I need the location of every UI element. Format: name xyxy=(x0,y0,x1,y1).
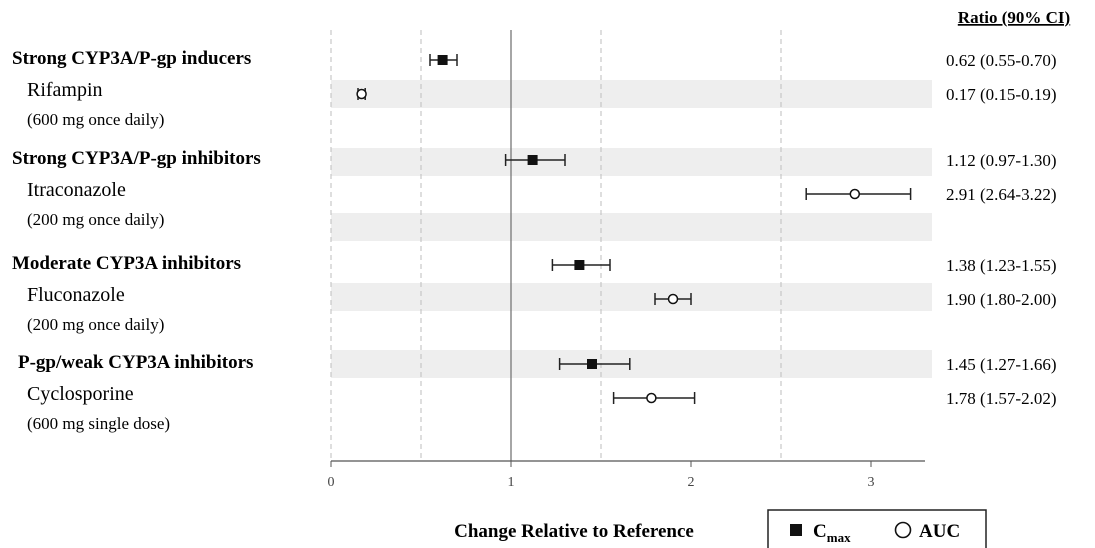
gridlines xyxy=(330,30,782,461)
cmax-point xyxy=(587,359,597,369)
legend-cmax-sub: max xyxy=(827,530,851,545)
cmax-ratio-label: 1.45 (1.27-1.66) xyxy=(946,355,1056,374)
x-axis: 0 1 2 3 xyxy=(328,460,925,490)
cmax-point xyxy=(437,55,448,65)
row-bands xyxy=(331,80,932,378)
cmax-point xyxy=(527,155,538,165)
ratio-column: 0.62 (0.55-0.70) 0.17 (0.15-0.19) 1.12 (0.… xyxy=(946,51,1056,408)
group-title: Strong CYP3A/P-gp inhibitors xyxy=(12,148,261,169)
legend-cmax-main: C xyxy=(813,521,827,542)
drug-dose: (200 mg once daily) xyxy=(27,210,164,229)
row-band xyxy=(331,80,932,108)
cmax-ratio-label: 1.38 (1.23-1.55) xyxy=(946,256,1056,275)
legend-auc-marker xyxy=(894,521,912,539)
data-marks xyxy=(356,54,912,404)
auc-point xyxy=(667,293,679,305)
row-band xyxy=(331,350,932,378)
cmax-ratio-label: 1.12 (0.97-1.30) xyxy=(946,151,1056,170)
group-title: P-gp/weak CYP3A inhibitors xyxy=(18,352,253,373)
auc-point xyxy=(849,188,861,200)
auc-point xyxy=(646,392,657,404)
legend-cmax-marker xyxy=(790,524,802,536)
drug-name: Fluconazole xyxy=(27,284,125,306)
legend-auc-label: AUC xyxy=(919,521,960,542)
auc-ratio-label: 1.90 (1.80-2.00) xyxy=(946,290,1056,309)
row-band xyxy=(331,283,932,311)
drug-name: Rifampin xyxy=(27,79,103,101)
legend: Cmax AUC xyxy=(767,509,987,548)
cmax-ratio-label: 0.62 (0.55-0.70) xyxy=(946,51,1056,70)
group-title: Moderate CYP3A inhibitors xyxy=(12,253,241,274)
row-band xyxy=(331,148,932,176)
auc-ratio-label: 2.91 (2.64-3.22) xyxy=(946,185,1056,204)
drug-name: Cyclosporine xyxy=(27,383,134,405)
x-tick-label: 3 xyxy=(868,475,875,490)
drug-name: Itraconazole xyxy=(27,179,126,201)
auc-ratio-label: 0.17 (0.15-0.19) xyxy=(946,85,1056,104)
row-labels: Strong CYP3A/P-gp inducers Rifampin (600 m… xyxy=(12,48,261,433)
x-axis-label: Change Relative to Reference xyxy=(454,521,694,542)
group-title: Strong CYP3A/P-gp inducers xyxy=(12,48,251,69)
auc-ratio-label: 1.78 (1.57-2.02) xyxy=(946,389,1056,408)
drug-dose: (600 mg once daily) xyxy=(27,110,164,129)
drug-dose: (200 mg once daily) xyxy=(27,315,164,334)
legend-cmax-label: Cmax xyxy=(813,521,851,545)
row-band xyxy=(331,213,932,241)
auc-point xyxy=(356,88,367,100)
x-tick-label: 2 xyxy=(688,475,695,490)
x-tick-label: 1 xyxy=(508,475,515,490)
legend-box xyxy=(767,509,987,548)
ratio-header: Ratio (90% CI) xyxy=(958,8,1070,27)
cmax-point xyxy=(574,260,585,270)
x-tick-label: 0 xyxy=(328,475,335,490)
drug-dose: (600 mg single dose) xyxy=(27,414,170,433)
